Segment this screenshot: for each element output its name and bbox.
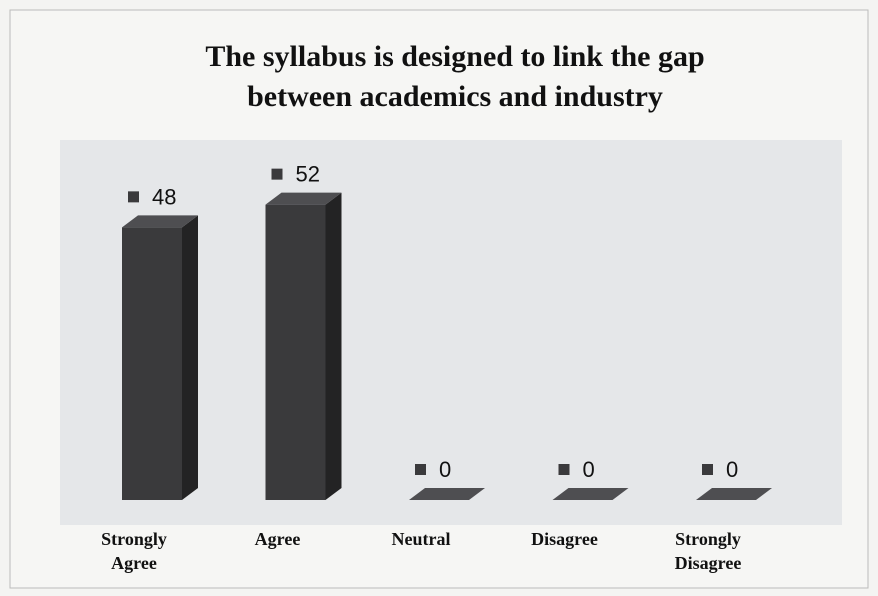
data-label: 48 — [152, 184, 176, 209]
bar — [696, 488, 772, 500]
label-marker — [271, 168, 283, 180]
bar — [122, 215, 198, 501]
x-tick-label: Disagree — [531, 529, 598, 549]
bar-top — [122, 215, 198, 228]
bar-side — [325, 192, 342, 500]
data-label: 0 — [439, 457, 451, 482]
bar-top — [409, 488, 485, 500]
bar-top — [696, 488, 772, 500]
bar — [409, 488, 485, 500]
bar-front — [122, 227, 182, 501]
bar-top — [552, 488, 629, 500]
chart-title: The syllabus is designed to link the gap… — [205, 40, 704, 113]
bar — [265, 192, 342, 500]
label-marker — [558, 464, 570, 475]
data-label: 0 — [583, 457, 595, 482]
x-tick-label: Agree — [255, 529, 301, 549]
data-label: 0 — [726, 457, 738, 482]
bar — [552, 488, 629, 500]
x-tick-label: Strongly Agree — [101, 529, 167, 573]
x-tick-label: Neutral — [392, 529, 451, 549]
label-marker — [702, 464, 713, 475]
label-marker — [415, 464, 426, 475]
label-marker — [128, 191, 139, 203]
bar-side — [182, 215, 198, 501]
bar-front — [265, 204, 326, 500]
data-label: 52 — [296, 162, 320, 187]
x-tick-label: Strongly Disagree — [675, 529, 742, 573]
bar-top — [265, 192, 342, 205]
